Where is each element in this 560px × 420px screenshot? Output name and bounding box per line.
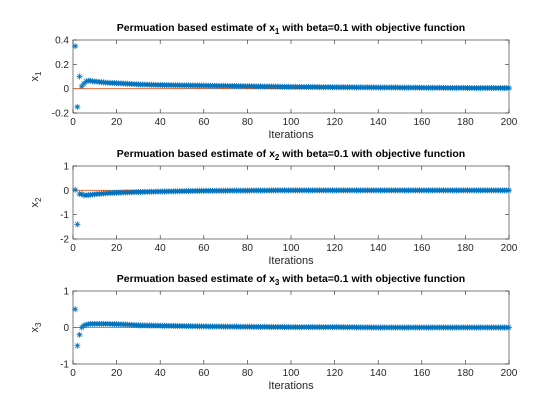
data-point bbox=[83, 78, 90, 85]
x-tick-label: 40 bbox=[155, 117, 167, 128]
title-subscript: 1 bbox=[275, 27, 280, 36]
x-tick-label: 20 bbox=[111, 243, 123, 254]
y-axis-label: x2 bbox=[29, 197, 43, 208]
x-tick-label: 200 bbox=[501, 117, 518, 128]
x-tick-label: 160 bbox=[413, 117, 430, 128]
subplot-x2: Permuation based estimate of x2 with bet… bbox=[29, 148, 518, 267]
x-tick-label: 0 bbox=[70, 117, 76, 128]
data-point bbox=[72, 43, 79, 50]
x-axis-label: Iterations bbox=[268, 255, 314, 267]
y-tick-label: 0 bbox=[63, 84, 69, 95]
title-text: Permuation based estimate of x bbox=[117, 148, 275, 160]
subplot-x1: Permuation based estimate of x1 with bet… bbox=[29, 22, 518, 141]
y-axis-label: x1 bbox=[29, 71, 43, 82]
plot-area bbox=[72, 165, 510, 240]
x-tick-label: 80 bbox=[242, 368, 254, 379]
data-point bbox=[72, 186, 79, 193]
title-subscript: 2 bbox=[275, 153, 280, 162]
y-label-subscript: 1 bbox=[34, 71, 43, 76]
data-point bbox=[76, 331, 83, 338]
y-label-text: x bbox=[29, 326, 41, 332]
y-tick-label: -1 bbox=[60, 360, 69, 371]
y-label-subscript: 2 bbox=[34, 197, 43, 202]
y-tick-label: -0.2 bbox=[52, 109, 70, 120]
x-axis-label: Iterations bbox=[268, 129, 314, 141]
x-tick-label: 160 bbox=[413, 368, 430, 379]
y-tick-label: 0.2 bbox=[55, 60, 69, 71]
x-tick-label: 180 bbox=[457, 368, 474, 379]
data-point bbox=[74, 103, 81, 110]
data-point bbox=[80, 322, 87, 329]
data-point bbox=[78, 83, 85, 90]
x-tick-label: 180 bbox=[457, 117, 474, 128]
x-tick-label: 100 bbox=[283, 243, 300, 254]
y-tick-label: 1 bbox=[63, 287, 69, 298]
y-label-text: x bbox=[29, 75, 41, 81]
data-point bbox=[74, 221, 81, 228]
x-tick-label: 40 bbox=[155, 368, 167, 379]
y-tick-label: -2 bbox=[60, 235, 69, 246]
y-tick-label: 1 bbox=[63, 162, 69, 173]
title-tail: with beta=0.1 with objective function bbox=[279, 148, 465, 160]
x-tick-label: 120 bbox=[326, 117, 343, 128]
data-point bbox=[78, 190, 85, 197]
subplot-x3: Permuation based estimate of x3 with bet… bbox=[29, 273, 518, 392]
x-tick-label: 200 bbox=[501, 243, 518, 254]
x-tick-label: 80 bbox=[242, 117, 254, 128]
x-axis-label: Iterations bbox=[268, 380, 314, 392]
x-tick-label: 60 bbox=[198, 117, 210, 128]
data-point bbox=[80, 80, 87, 87]
x-tick-label: 0 bbox=[70, 368, 76, 379]
y-tick-label: 0.4 bbox=[55, 36, 69, 47]
x-tick-label: 120 bbox=[326, 368, 343, 379]
x-tick-label: 180 bbox=[457, 243, 474, 254]
y-label-text: x bbox=[29, 201, 41, 207]
data-point bbox=[87, 77, 94, 84]
x-tick-label: 140 bbox=[370, 243, 387, 254]
x-tick-label: 120 bbox=[326, 243, 343, 254]
subplot-title: Permuation based estimate of x1 with bet… bbox=[117, 22, 465, 36]
x-tick-label: 20 bbox=[111, 117, 123, 128]
x-tick-label: 60 bbox=[198, 368, 210, 379]
x-tick-label: 80 bbox=[242, 243, 254, 254]
x-tick-label: 100 bbox=[283, 117, 300, 128]
y-axis-label: x3 bbox=[29, 322, 43, 333]
subplot-title: Permuation based estimate of x3 with bet… bbox=[117, 273, 465, 287]
subplot-title: Permuation based estimate of x2 with bet… bbox=[117, 148, 465, 162]
data-point bbox=[506, 187, 512, 194]
data-point bbox=[76, 73, 83, 80]
x-tick-label: 200 bbox=[501, 368, 518, 379]
x-tick-label: 40 bbox=[155, 243, 167, 254]
title-tail: with beta=0.1 with objective function bbox=[279, 22, 465, 34]
y-tick-label: 0 bbox=[63, 186, 69, 197]
title-text: Permuation based estimate of x bbox=[117, 273, 275, 285]
data-point bbox=[74, 342, 81, 349]
data-point bbox=[72, 306, 79, 313]
data-point bbox=[506, 324, 512, 331]
title-subscript: 3 bbox=[275, 278, 280, 287]
x-tick-label: 60 bbox=[198, 243, 210, 254]
title-text: Permuation based estimate of x bbox=[117, 22, 275, 34]
x-tick-label: 140 bbox=[370, 117, 387, 128]
y-tick-label: 0 bbox=[63, 323, 69, 334]
title-tail: with beta=0.1 with objective function bbox=[279, 273, 465, 285]
data-point bbox=[506, 85, 512, 92]
plot-area bbox=[72, 39, 510, 114]
y-label-subscript: 3 bbox=[34, 322, 43, 327]
x-tick-label: 160 bbox=[413, 243, 430, 254]
x-tick-label: 100 bbox=[283, 368, 300, 379]
x-tick-label: 20 bbox=[111, 368, 123, 379]
y-tick-label: -1 bbox=[60, 210, 69, 221]
x-tick-label: 140 bbox=[370, 368, 387, 379]
x-tick-label: 0 bbox=[70, 243, 76, 254]
